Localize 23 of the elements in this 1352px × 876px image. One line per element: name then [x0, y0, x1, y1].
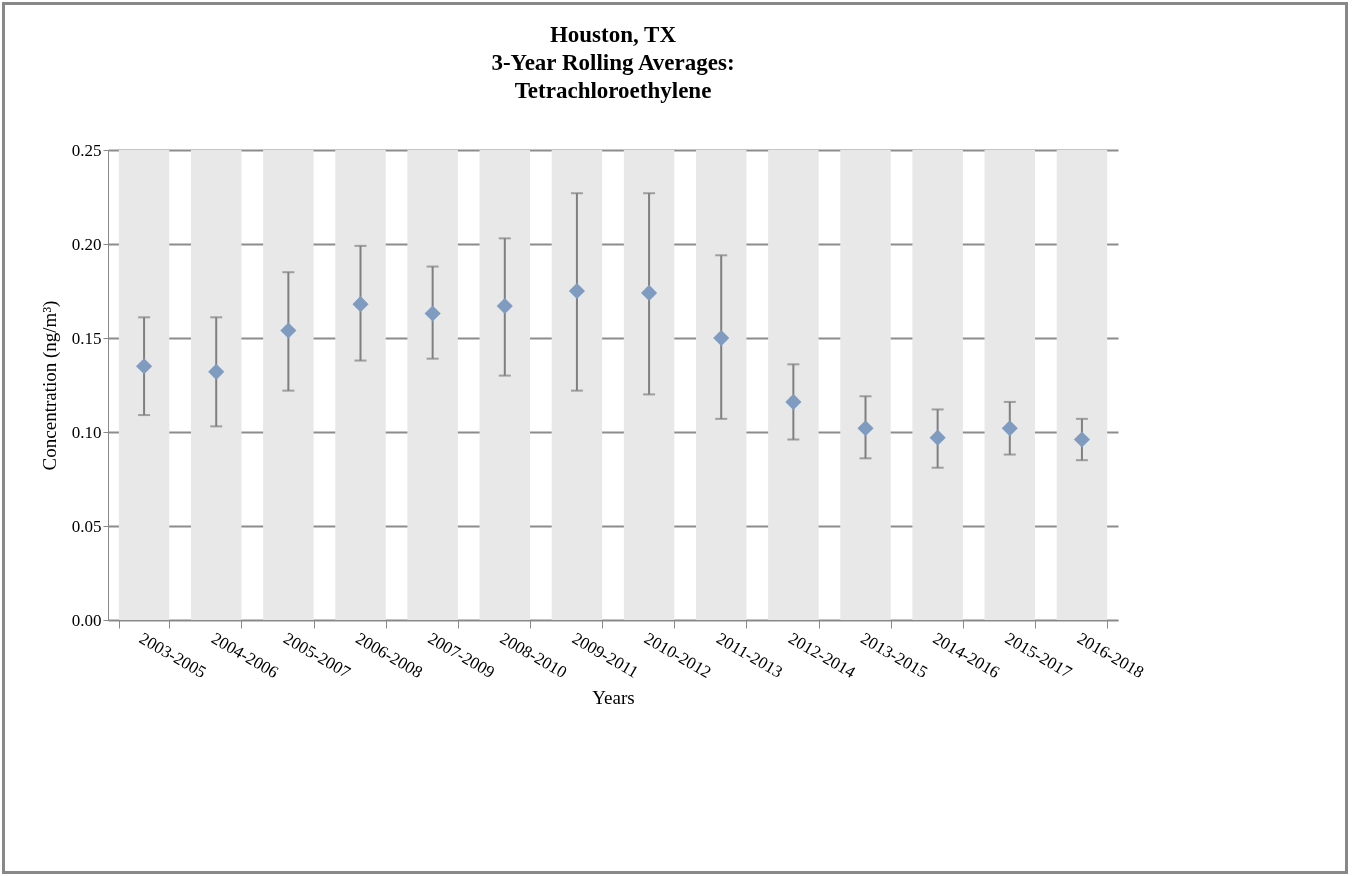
point — [424, 305, 441, 322]
x-axis-title: Years — [592, 687, 635, 709]
point — [1073, 431, 1090, 448]
y-axis-title: Concentration (ng/m³) — [38, 300, 61, 471]
y-tick-label: 0.15 — [71, 328, 102, 348]
point — [1001, 420, 1018, 437]
point — [929, 429, 946, 446]
point — [568, 282, 585, 300]
point — [208, 363, 225, 380]
point — [641, 284, 658, 301]
chart-title: Houston, TX 3-Year Rolling Averages: Tetrachloroethylene — [491, 22, 735, 103]
y-tick-label: 0.25 — [71, 140, 102, 160]
point — [785, 393, 802, 410]
point — [857, 420, 874, 437]
point — [352, 296, 369, 313]
y-tick-label: 0.00 — [71, 610, 102, 630]
y-tick-label: 0.05 — [71, 516, 102, 536]
point — [280, 322, 297, 339]
point — [713, 329, 730, 347]
point — [136, 358, 153, 375]
point — [496, 297, 513, 315]
y-tick-label: 0.20 — [71, 234, 102, 254]
y-tick-label: 0.10 — [71, 422, 102, 442]
